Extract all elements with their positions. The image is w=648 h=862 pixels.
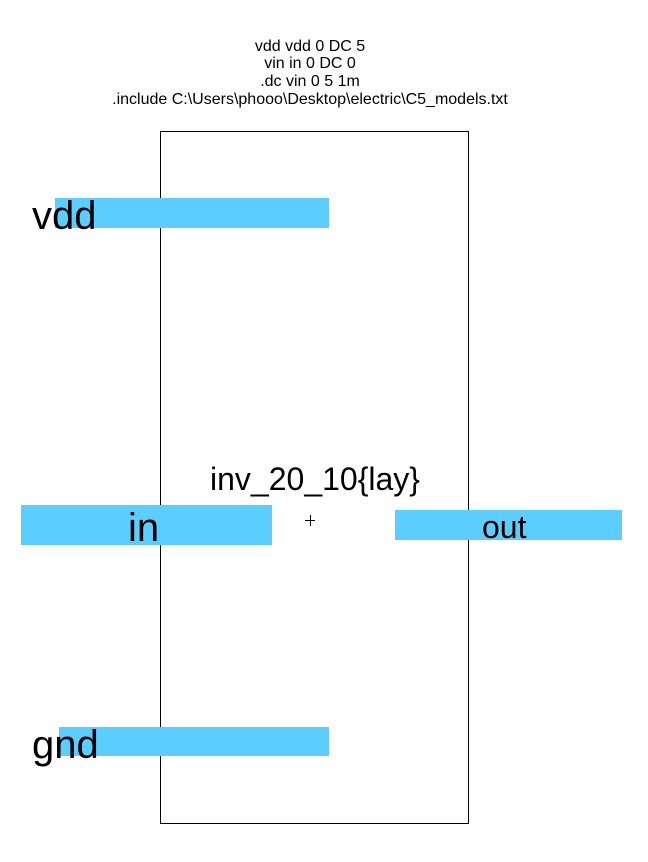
port-label: in <box>128 506 159 550</box>
port-bar <box>59 727 329 756</box>
cell-outline <box>160 131 469 824</box>
spice-line: .include C:\Users\phooo\Desktop\electric… <box>112 91 508 108</box>
spice-line: .dc vin 0 5 1m <box>260 73 360 90</box>
port-bar <box>21 505 272 545</box>
spice-line: vin in 0 DC 0 <box>264 55 356 72</box>
spice-line: vdd vdd 0 DC 5 <box>255 38 365 55</box>
port-label: out <box>482 509 527 545</box>
port-bar <box>395 510 622 540</box>
cell-name: inv_20_10{lay} <box>210 461 420 497</box>
port-label: vdd <box>32 194 97 238</box>
origin-cross <box>305 515 315 526</box>
port-label: gnd <box>32 723 99 767</box>
port-bar <box>55 198 329 228</box>
spice-block: vdd vdd 0 DC 5 vin in 0 DC 0 .dc vin 0 5… <box>112 38 508 108</box>
